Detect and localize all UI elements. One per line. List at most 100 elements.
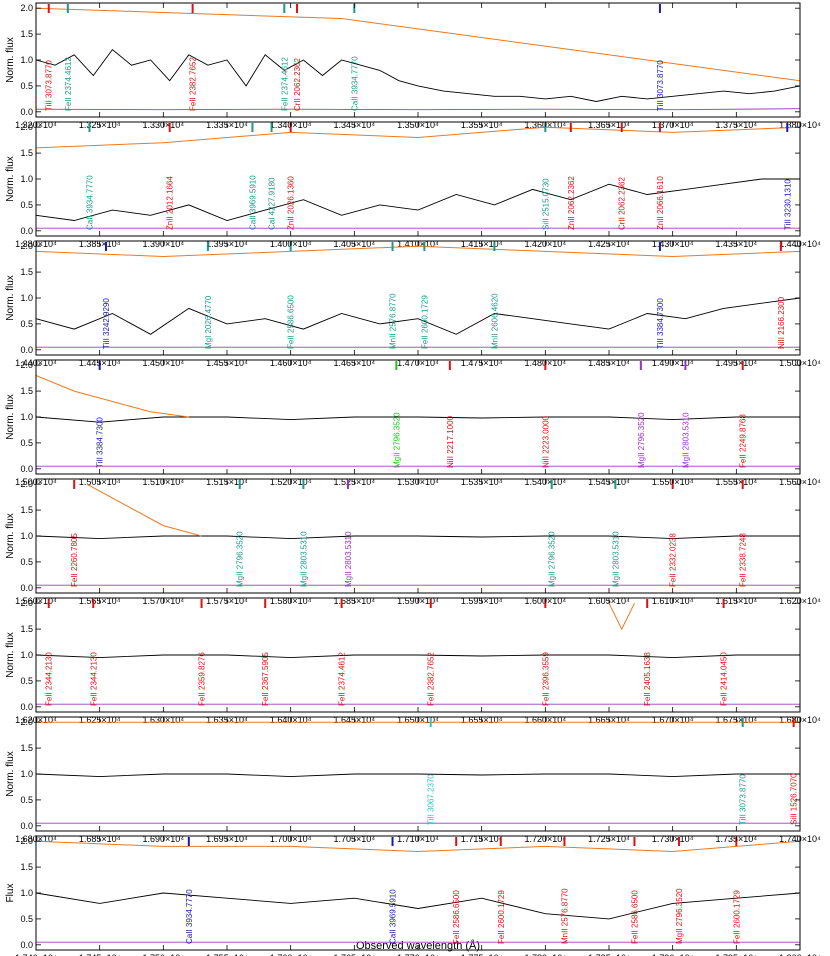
line-id-label: FeII 2249.8768 [739,414,748,468]
y-tick-label: 2.0 [20,122,33,132]
spectrum-line [35,297,801,335]
line-id-label: FeII 2367.5905 [261,652,270,706]
line-id-label: CrII 2062.2362 [618,177,627,230]
y-tick-label: 1.5 [20,624,33,634]
line-id-label: FeII 2586.6500 [630,890,639,944]
line-id-label: CaII 3969.5910 [248,175,257,230]
y-tick-label: 0.5 [20,676,33,686]
panel-frame [35,240,801,356]
y-tick-label: 1.0 [20,888,33,898]
y-tick-label: 0.5 [20,914,33,924]
line-id-label: TiII 3073.8770 [739,774,748,825]
line-id-label: SiII 2515.0730 [541,178,550,230]
line-id-label: CaII 3934.7770 [85,175,94,230]
y-tick-label: 2.0 [20,717,33,727]
line-id-label: SiII 1526.7070 [790,773,799,825]
line-id-label: MgII 2803.5310 [299,531,308,587]
x-tick-label: 1.755×10⁴ [206,953,248,956]
panel-3: TiII 3242.9290 MgI 2026.4770 FeII 2586.650… [5,240,821,368]
panel-5: FeII 2260.7805 MgII 2796.3520 MgII 2803.53… [5,478,821,606]
y-tick-label: 0.0 [20,107,33,117]
y-tick-label: 2.0 [20,241,33,251]
error-line [35,108,801,111]
y-tick-label: 0.0 [20,464,33,474]
line-id-label: FeII 2586.6500 [452,890,461,944]
x-tick-label: 1.800×10⁴ [779,953,821,956]
x-tick-label: 1.770×10⁴ [397,953,439,956]
x-tick-label: 1.790×10⁴ [652,953,694,956]
y-tick-label: 1.0 [20,293,33,303]
line-id-label: ZnII 2062.2362 [567,176,576,230]
panel-2: CaII 3934.7770 ZnII 2012.1664 CaII 3969.59… [5,121,821,249]
line-id-label: FeII 2344.2130 [89,652,98,706]
line-id-label: ZnII 2066.1610 [656,176,665,230]
line-id-label: FeII 2359.8276 [198,652,207,706]
y-tick-label: 1.0 [20,769,33,779]
panel-4: TiII 3384.7300 MgII 2796.3520 NiII 2217.10… [5,359,821,487]
line-id-label: FeII 2405.1638 [643,652,652,706]
line-id-label: ZnII 2026.1360 [287,176,296,230]
line-id-label: CaII 3934.7770 [185,889,194,944]
y-tick-label: 1.5 [20,505,33,515]
line-id-label: MgII 2796.3520 [675,888,684,944]
line-id-label: TiII 3073.8770 [45,60,54,111]
model-line [35,375,189,418]
line-id-label: MgII 2796.3520 [548,531,557,587]
line-id-label: FeII 2586.6500 [287,295,296,349]
y-tick-label: 2.0 [20,598,33,608]
model-line [35,245,801,258]
y-tick-label: 0.0 [20,821,33,831]
y-tick-label: 1.5 [20,267,33,277]
line-id-label: FeII 2332.0238 [669,533,678,587]
y-axis-label: Norm. flux [5,275,16,321]
panel-7: TiII 3067.2370 TiII 3073.8770 SiII 1526.70… [5,716,821,844]
line-id-label: CaII 3934.7770 [350,56,359,111]
y-axis-label: Norm. flux [5,632,16,678]
spectrum-line [35,892,801,920]
y-tick-label: 0.0 [20,702,33,712]
y-tick-label: 1.0 [20,412,33,422]
x-tick-label: 1.750×10⁴ [143,953,185,956]
y-axis-label: Norm. flux [5,156,16,202]
y-tick-label: 1.0 [20,174,33,184]
line-id-label: FeII 2600.1729 [497,890,506,944]
spectrum-line [35,535,800,540]
panel-frame [35,121,801,237]
line-id-label: FeII 2344.2130 [45,652,54,706]
line-id-label: CaII 3969.5910 [389,889,398,944]
line-id-label: TiII 3384.7300 [656,298,665,349]
line-id-label: FeII 2382.7652 [427,652,436,706]
line-id-label: MgII 2796.3520 [637,412,646,468]
model-line [608,602,635,631]
line-id-label: FeII 2374.4612 [338,652,347,706]
line-id-label: MgII 2803.5310 [611,531,620,587]
y-axis-label: Flux [5,884,16,903]
line-id-label: TiII 3067.2370 [427,774,436,825]
line-id-label: FeII 2600.1729 [420,295,429,349]
line-id-label: ZnII 2012.1664 [166,176,175,230]
line-id-label: FeII 2374.4612 [64,57,73,111]
y-tick-label: 2.0 [20,360,33,370]
line-id-label: MgII 2803.5310 [681,412,690,468]
line-id-label: MnII 2576.8770 [389,293,398,349]
y-tick-label: 1.5 [20,862,33,872]
line-id-label: TiII 3242.9290 [102,298,111,349]
x-tick-label: 1.795×10⁴ [716,953,758,956]
x-tick-label: 1.780×10⁴ [525,953,567,956]
y-tick-label: 1.5 [20,148,33,158]
y-tick-label: 2.0 [20,3,33,13]
y-tick-label: 0.0 [20,345,33,355]
y-tick-label: 0.0 [20,583,33,593]
line-id-label: FeII 2414.0450 [720,652,729,706]
model-line [35,840,801,853]
spectrum-line [35,416,800,423]
y-axis-label: Norm. flux [5,513,16,559]
y-axis-label: Norm. flux [5,37,16,83]
y-tick-label: 0.5 [20,200,33,210]
panel-6: FeII 2344.2130 FeII 2344.2130 FeII 2359.82… [5,597,821,725]
panel-frame [35,835,801,951]
line-id-label: MnII 2576.8770 [560,888,569,944]
y-tick-label: 2.0 [20,479,33,489]
line-id-label: FeII 2338.7248 [739,533,748,587]
